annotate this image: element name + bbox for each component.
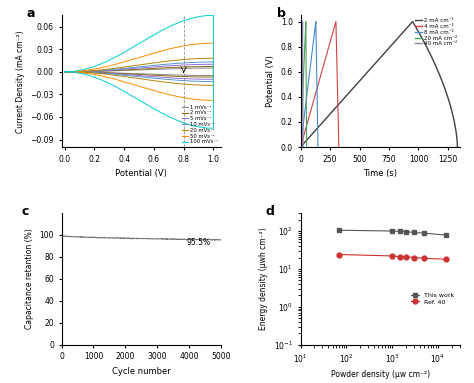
This work: [443, 233, 449, 237]
Ref. 40: [389, 254, 395, 258]
This work: [337, 228, 342, 232]
Ref. 40: [421, 256, 427, 261]
Legend: This work, Ref. 40: This work, Ref. 40: [409, 290, 456, 307]
Text: a: a: [27, 7, 35, 20]
X-axis label: Cycle number: Cycle number: [112, 367, 171, 376]
This work: [411, 230, 417, 235]
Ref. 40: [337, 252, 342, 257]
Legend: 1 mVs⁻¹, 2 mVs⁻¹, 5 mVs⁻¹, 10 mVs⁻¹, 20 mVs⁻¹, 50 mVs⁻¹, 100 mVs⁻¹: 1 mVs⁻¹, 2 mVs⁻¹, 5 mVs⁻¹, 10 mVs⁻¹, 20 …: [182, 105, 218, 144]
Text: d: d: [265, 205, 274, 218]
This work: [397, 229, 403, 234]
Ref. 40: [411, 255, 417, 260]
Legend: 2 mA cm⁻², 4 mA cm⁻², 8 mA cm⁻², 20 mA cm⁻², 40 mA cm⁻²: 2 mA cm⁻², 4 mA cm⁻², 8 mA cm⁻², 20 mA c…: [415, 18, 457, 46]
Text: 95.5%: 95.5%: [187, 238, 210, 247]
X-axis label: Powder density (μw cm⁻²): Powder density (μw cm⁻²): [330, 370, 430, 379]
Y-axis label: Current Density (mA cm⁻²): Current Density (mA cm⁻²): [16, 30, 25, 133]
Y-axis label: Energy density (μwh cm⁻²): Energy density (μwh cm⁻²): [259, 228, 268, 330]
Ref. 40: [403, 254, 409, 259]
Line: This work: This work: [337, 228, 448, 237]
X-axis label: Time (s): Time (s): [363, 169, 397, 178]
This work: [403, 229, 409, 234]
Ref. 40: [397, 254, 403, 259]
This work: [421, 231, 427, 236]
This work: [389, 229, 395, 233]
Line: Ref. 40: Ref. 40: [337, 252, 448, 262]
Y-axis label: Potential (V): Potential (V): [266, 55, 275, 107]
Y-axis label: Capacitance retantion (%): Capacitance retantion (%): [25, 228, 34, 329]
Ref. 40: [443, 257, 449, 262]
X-axis label: Potential (V): Potential (V): [115, 169, 167, 178]
Text: b: b: [277, 7, 285, 20]
Text: c: c: [22, 205, 29, 218]
